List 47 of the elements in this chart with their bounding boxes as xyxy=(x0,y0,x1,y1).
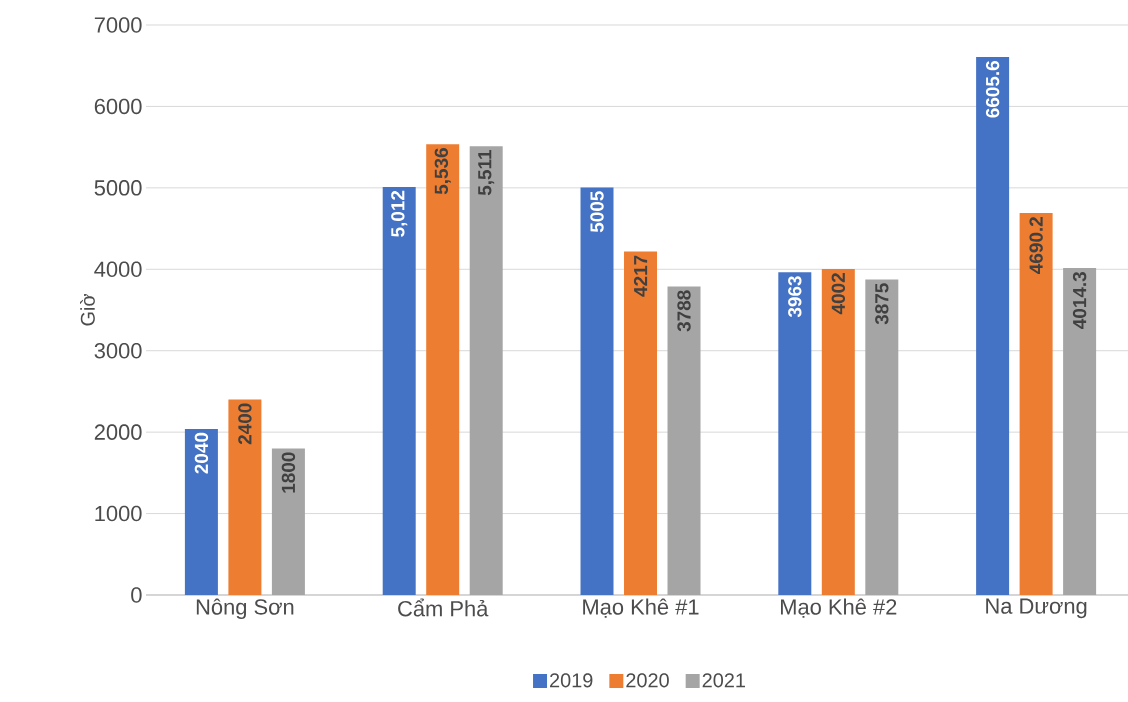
y-tick-label: 2000 xyxy=(94,424,142,440)
bar xyxy=(382,186,416,595)
bar xyxy=(580,187,614,595)
data-label: 5,511 xyxy=(478,149,495,196)
y-tick-label: 5000 xyxy=(94,180,142,196)
x-tick-label: Mạo Khê #1 xyxy=(583,598,699,618)
data-label: 5,536 xyxy=(434,148,451,195)
bar xyxy=(184,428,218,595)
y-tick-label: 4000 xyxy=(94,261,142,278)
bar xyxy=(821,269,855,595)
bar xyxy=(976,57,1010,595)
bar xyxy=(228,399,262,595)
data-label: 3963 xyxy=(788,276,802,318)
data-label: 2040 xyxy=(194,432,209,474)
data-label: 4014.3 xyxy=(1072,272,1087,329)
legend-label: 2019 xyxy=(550,673,593,688)
legend-label: 2020 xyxy=(626,673,669,688)
bar xyxy=(469,146,503,595)
data-label: 4002 xyxy=(831,273,846,315)
y-tick-label: 6000 xyxy=(94,98,142,115)
bar xyxy=(426,144,460,595)
data-label: 6605.6 xyxy=(985,61,1000,118)
data-label: 5005 xyxy=(590,191,604,233)
y-axis-title: Giờ xyxy=(80,294,95,326)
data-label: 3875 xyxy=(875,283,889,325)
x-tick-label: Mạo Khê #2 xyxy=(781,598,897,618)
data-label: 5,012 xyxy=(391,190,408,237)
y-tick-label: 0 xyxy=(131,587,142,603)
bar xyxy=(865,279,899,595)
data-label: 4217 xyxy=(633,255,648,297)
bar xyxy=(667,286,701,595)
x-tick-label: Na Dương xyxy=(986,598,1087,619)
bar xyxy=(1019,213,1053,595)
legend-label: 2021 xyxy=(702,673,745,688)
bar xyxy=(1063,268,1097,595)
bar xyxy=(624,251,658,595)
data-label: 4690.2 xyxy=(1029,217,1043,274)
y-tick-label: 3000 xyxy=(94,342,142,359)
bar xyxy=(271,448,305,595)
y-tick-label: 7000 xyxy=(94,17,142,33)
data-label: 1800 xyxy=(281,452,296,493)
bar xyxy=(778,272,812,595)
x-tick-label: Nông Sơn xyxy=(196,598,294,620)
x-tick-label: Cẩm Phả xyxy=(398,598,489,617)
data-label: 2400 xyxy=(238,403,252,445)
y-tick-label: 1000 xyxy=(95,505,142,522)
data-label: 3788 xyxy=(677,290,691,332)
